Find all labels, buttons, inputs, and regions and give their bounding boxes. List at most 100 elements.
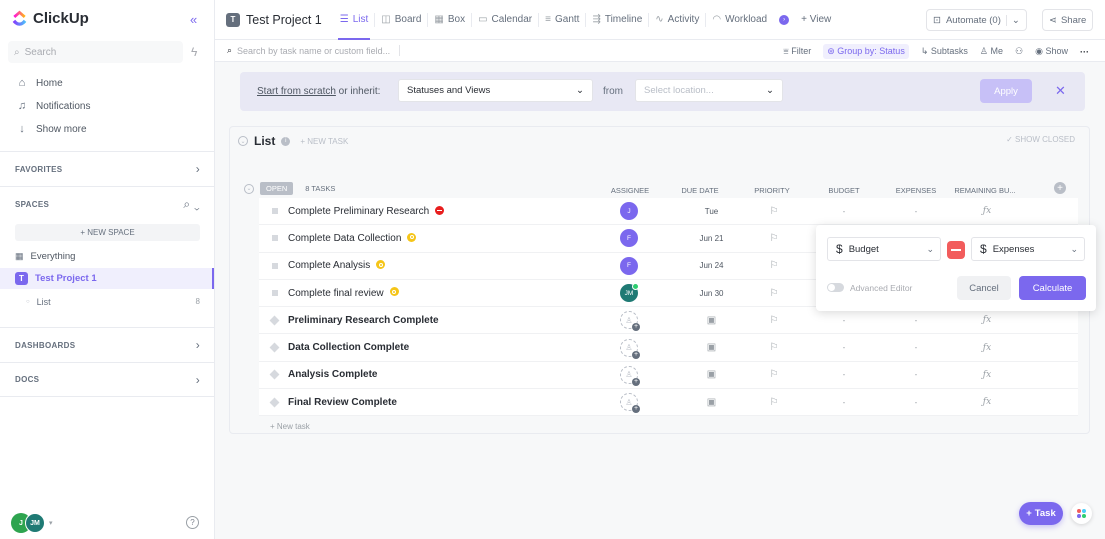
assignee-cell[interactable]: ♙ — [619, 393, 640, 414]
location-select[interactable]: Select location... ⌄ — [635, 79, 783, 102]
lightning-icon[interactable]: ϟ — [191, 45, 198, 59]
more-views-button[interactable]: › — [773, 0, 795, 40]
task-name[interactable]: Final Review Complete — [288, 397, 397, 408]
add-column-icon[interactable]: + — [1054, 182, 1066, 194]
due-date-cell[interactable]: Jun 24 — [699, 261, 724, 271]
status-square-icon[interactable] — [272, 208, 278, 215]
assignee-cell[interactable]: F — [619, 256, 639, 275]
milestone-icon[interactable] — [269, 397, 280, 408]
due-date-cell[interactable]: ▣ — [689, 397, 734, 408]
formula-icon[interactable]: ƒx — [982, 315, 992, 326]
column-header-expenses[interactable]: EXPENSES — [895, 186, 937, 195]
assignee-cell[interactable]: F — [619, 229, 639, 248]
subtract-operator-button[interactable] — [947, 241, 965, 259]
sidebar-search-input[interactable]: ⌕ Search — [8, 41, 183, 63]
collapse-sidebar-icon[interactable]: « — [190, 12, 198, 27]
formula-icon[interactable]: ƒx — [982, 369, 992, 380]
help-icon[interactable]: ? — [186, 516, 199, 529]
docs-section[interactable]: DOCS › — [0, 362, 214, 397]
status-badge[interactable]: OPEN — [260, 182, 294, 195]
task-name[interactable]: Complete Data Collection — [288, 232, 417, 244]
add-view-button[interactable]: + View — [801, 14, 832, 25]
expenses-cell[interactable]: - — [914, 315, 918, 325]
table-row[interactable]: Preliminary Research Complete ♙ ▣ ⚐ - - ƒx — [259, 307, 1078, 335]
sidebar-item-test-project[interactable]: T Test Project 1 — [0, 268, 214, 289]
list-title[interactable]: List — [254, 134, 276, 148]
clickup-logo[interactable]: ClickUp — [11, 10, 89, 27]
show-closed-button[interactable]: ✓ SHOW CLOSED — [1006, 135, 1075, 144]
budget-cell[interactable]: - — [842, 343, 846, 353]
priority-flag-icon[interactable]: ⚐ — [769, 260, 779, 272]
formula-field-a-select[interactable]: $ Budget ⌄ — [827, 237, 941, 261]
assignee-cell[interactable]: J — [619, 202, 639, 221]
cancel-button[interactable]: Cancel — [957, 276, 1011, 300]
priority-flag-icon[interactable]: ⚐ — [769, 205, 779, 217]
status-square-icon[interactable] — [272, 290, 278, 297]
formula-icon[interactable]: ƒx — [982, 342, 992, 353]
expenses-cell[interactable]: - — [914, 370, 918, 380]
milestone-icon[interactable] — [269, 342, 280, 353]
column-header-due-date[interactable]: DUE DATE — [681, 186, 719, 195]
tab-list[interactable]: ☰ List — [334, 0, 375, 40]
milestone-icon[interactable] — [269, 315, 280, 326]
automate-button[interactable]: ⊡ Automate (0) ⌄ — [926, 9, 1027, 31]
due-date-cell[interactable]: ▣ — [689, 315, 734, 326]
table-row[interactable]: Data Collection Complete ♙ ▣ ⚐ - - ƒx — [259, 334, 1078, 362]
priority-flag-icon[interactable]: ⚐ — [769, 396, 779, 408]
tab-gantt[interactable]: ≡ Gantt — [539, 0, 585, 40]
status-square-icon[interactable] — [272, 262, 278, 269]
apply-button[interactable]: Apply — [980, 79, 1032, 103]
task-name[interactable]: Data Collection Complete — [288, 342, 409, 353]
due-date-cell[interactable]: Jun 30 — [699, 288, 724, 298]
waiting-icon[interactable] — [407, 232, 417, 242]
waiting-icon[interactable] — [389, 287, 399, 297]
search-icon[interactable]: ⌕ — [183, 196, 191, 211]
tab-workload[interactable]: ◠ Workload — [706, 0, 773, 40]
assignees-icon[interactable]: ⚇ — [1015, 46, 1024, 56]
info-icon[interactable]: i — [281, 136, 291, 146]
expenses-cell[interactable]: - — [914, 206, 918, 216]
new-task-button[interactable]: + NEW TASK — [300, 136, 349, 146]
tab-timeline[interactable]: ⇶ Timeline — [586, 0, 648, 40]
due-date-cell[interactable]: Tue — [704, 206, 719, 216]
priority-flag-icon[interactable]: ⚐ — [769, 369, 779, 381]
column-header-assignee[interactable]: ASSIGNEE — [610, 186, 650, 195]
priority-flag-icon[interactable]: ⚐ — [769, 314, 779, 326]
budget-cell[interactable]: - — [842, 206, 846, 216]
assignee-cell[interactable]: ♙ — [619, 311, 640, 332]
task-search-input[interactable]: ⌕ Search by task name or custom field... — [227, 45, 401, 56]
more-options-icon[interactable]: ··· — [1080, 46, 1089, 57]
chevron-down-icon[interactable]: ⌄ — [194, 196, 200, 211]
blocked-icon[interactable] — [435, 205, 445, 215]
formula-icon[interactable]: ƒx — [982, 397, 992, 408]
expenses-cell[interactable]: - — [914, 343, 918, 353]
tab-calendar[interactable]: ▭ Calendar — [472, 0, 538, 40]
due-date-cell[interactable]: ▣ — [689, 369, 734, 380]
formula-icon[interactable]: ƒx — [982, 206, 992, 217]
apps-icon[interactable] — [1071, 503, 1092, 524]
column-header-budget[interactable]: BUDGET — [828, 186, 860, 195]
subtasks-button[interactable]: ↳ Subtasks — [921, 46, 968, 57]
due-date-cell[interactable]: ▣ — [689, 342, 734, 353]
table-row[interactable]: Complete Preliminary Research J Tue ⚐ - - ƒx — [259, 198, 1078, 226]
status-square-icon[interactable] — [272, 235, 278, 242]
assignee-cell[interactable]: ♙ — [619, 365, 640, 386]
me-button[interactable]: ♙ Me — [980, 46, 1003, 57]
milestone-icon[interactable] — [269, 369, 280, 380]
assignee-cell[interactable]: JM — [619, 283, 639, 303]
waiting-icon[interactable] — [376, 260, 386, 270]
start-from-scratch-link[interactable]: Start from scratch — [257, 86, 336, 97]
group-by-button[interactable]: ⊛ Group by: Status — [823, 44, 909, 59]
task-name[interactable]: Complete final review — [288, 287, 399, 299]
sidebar-item-everything[interactable]: ▦ Everything — [0, 246, 214, 267]
share-button[interactable]: ⋖ Share — [1042, 9, 1094, 31]
sidebar-item-show-more[interactable]: ↓ Show more — [16, 123, 86, 135]
project-title[interactable]: T Test Project 1 — [226, 12, 322, 27]
user-menu[interactable]: J JM ▾ — [11, 513, 53, 533]
assignee-cell[interactable]: ♙ — [619, 338, 640, 359]
budget-cell[interactable]: - — [842, 315, 846, 325]
spaces-section[interactable]: SPACES ⌕ ⌄ — [0, 186, 214, 221]
task-name[interactable]: Complete Preliminary Research — [288, 205, 445, 217]
task-name[interactable]: Complete Analysis — [288, 260, 386, 271]
priority-flag-icon[interactable]: ⚐ — [769, 232, 779, 244]
